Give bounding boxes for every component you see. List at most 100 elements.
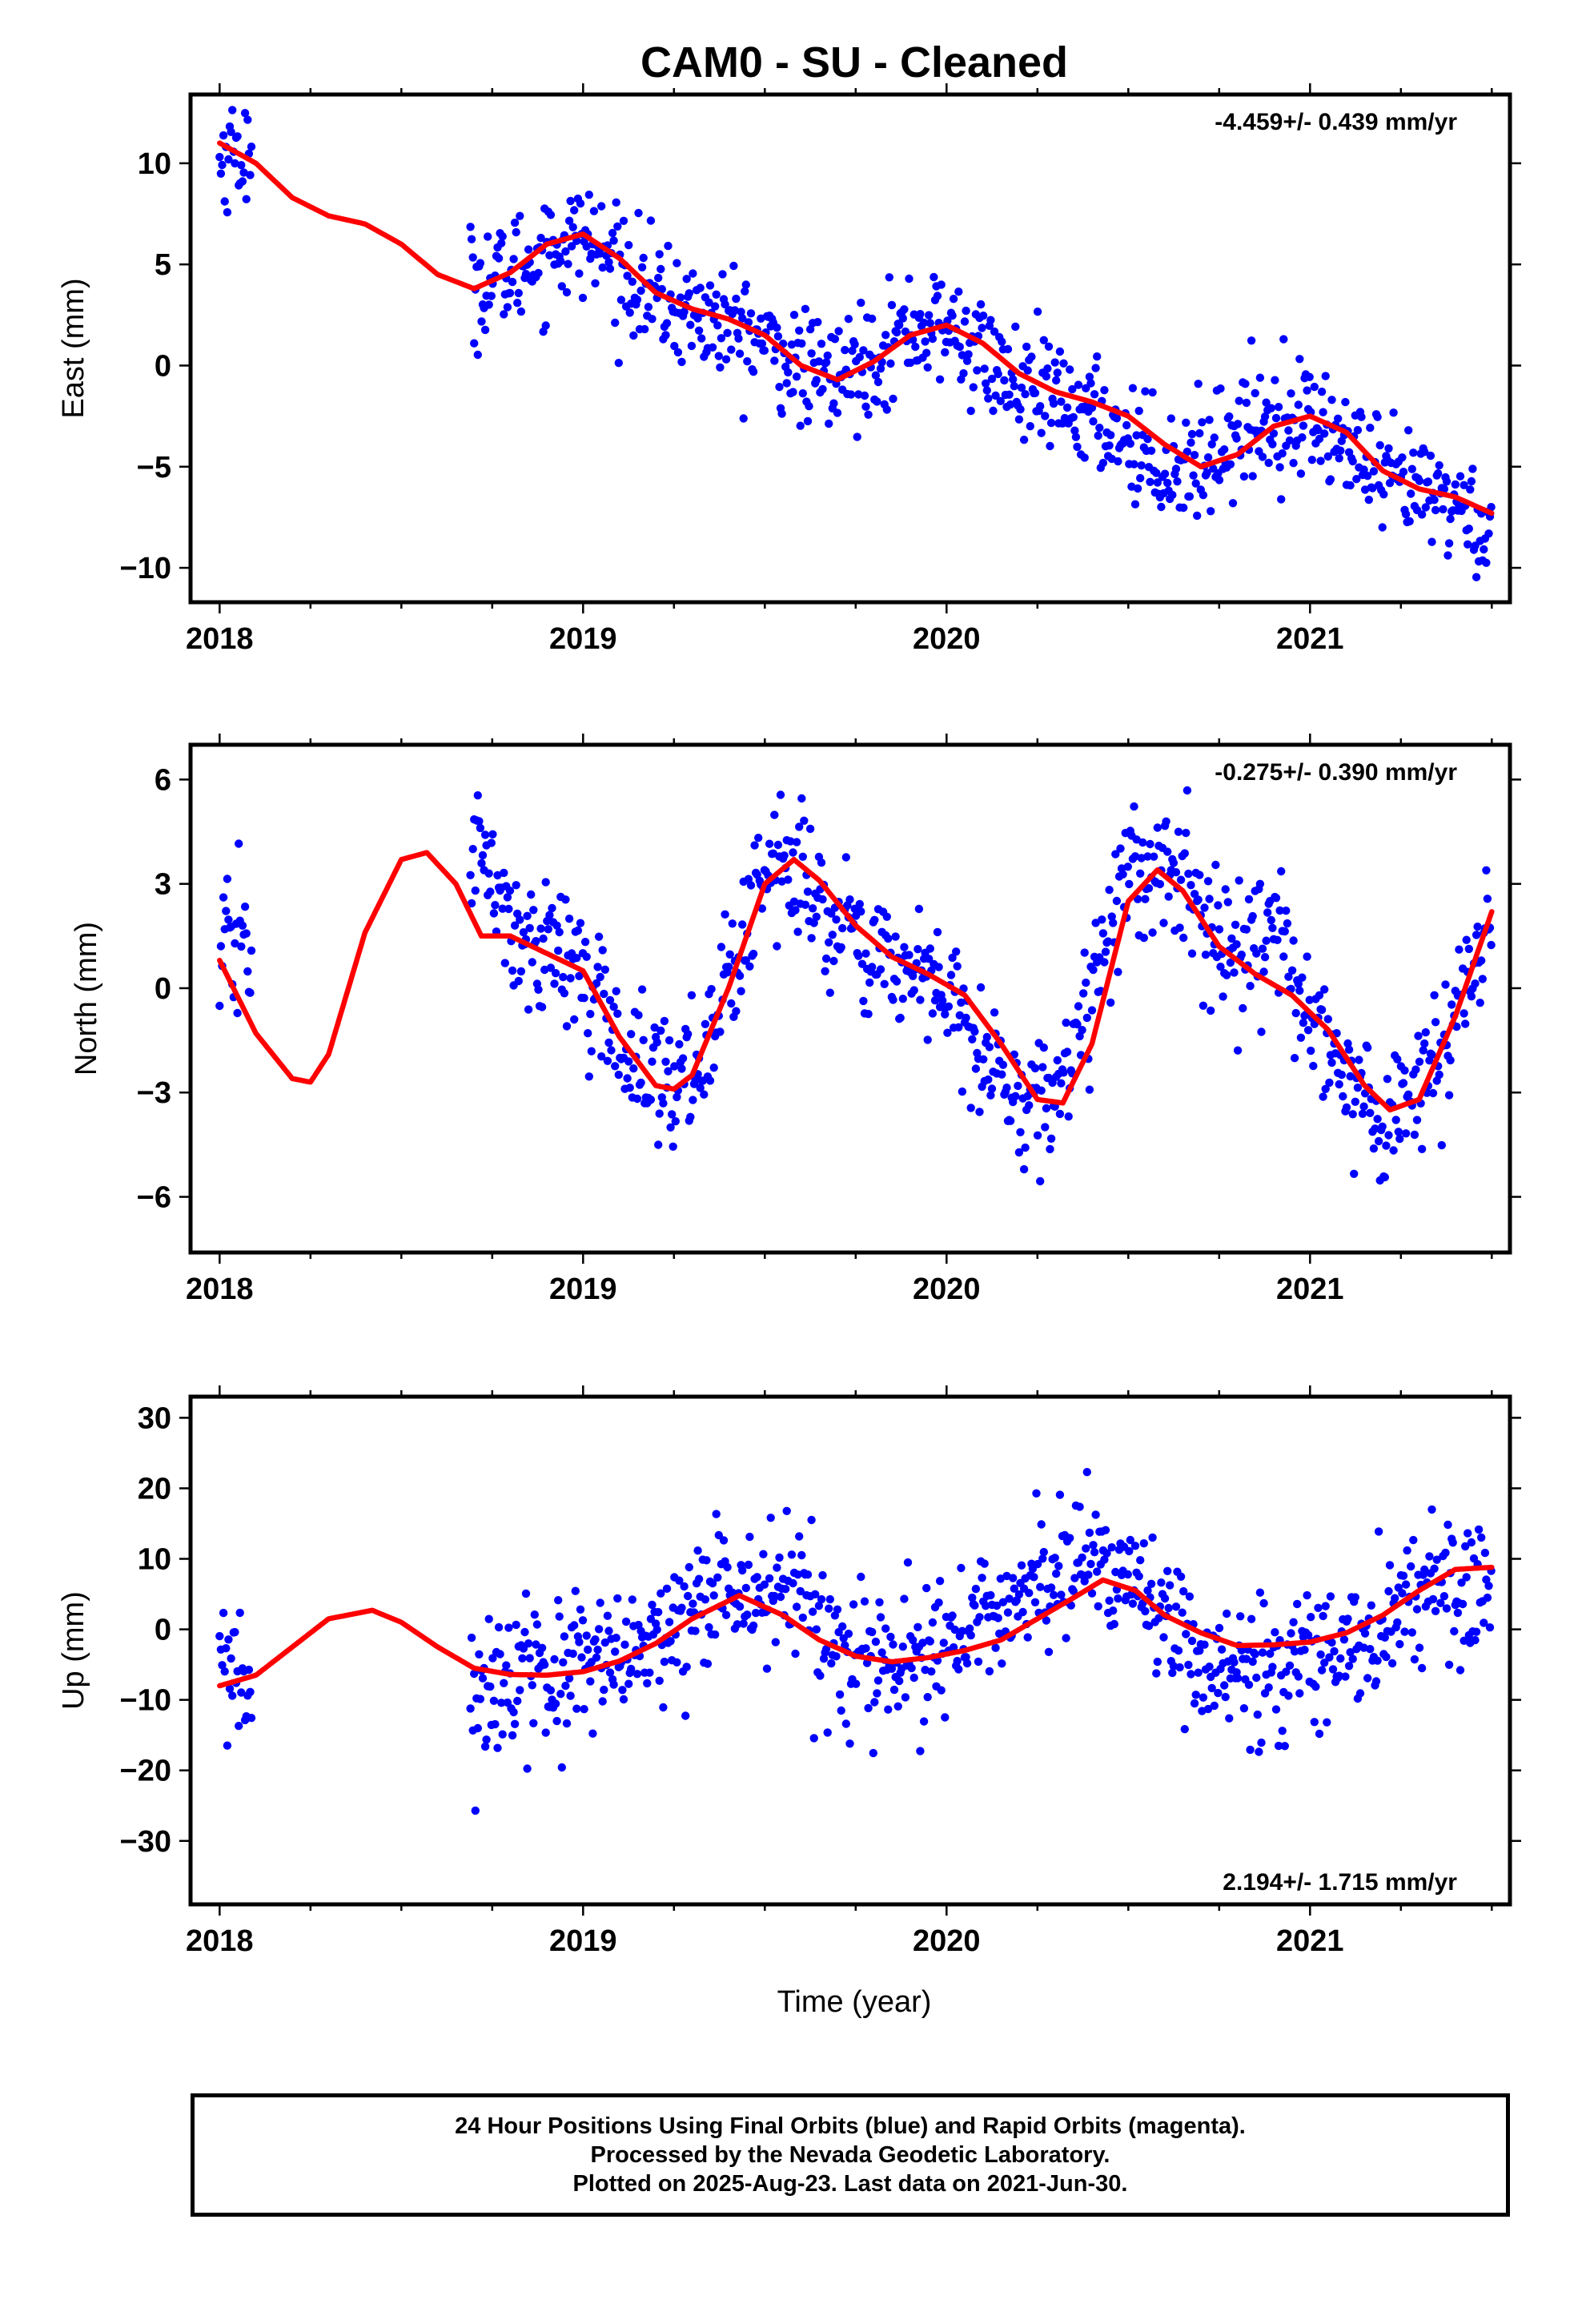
data-point: [586, 1677, 595, 1686]
data-point: [1248, 1657, 1257, 1667]
data-point: [1055, 347, 1065, 356]
data-point: [702, 1556, 711, 1565]
data-point: [1182, 786, 1192, 795]
data-point: [480, 1742, 490, 1751]
data-point: [476, 823, 485, 833]
data-point: [1026, 422, 1035, 431]
data-point: [713, 1573, 722, 1582]
y-tick-label: −10: [120, 552, 171, 585]
data-point: [508, 966, 517, 975]
data-point: [1373, 1656, 1382, 1665]
data-point: [573, 926, 583, 935]
data-point: [1042, 1104, 1051, 1113]
data-point: [1444, 1091, 1454, 1100]
data-point: [1205, 416, 1214, 424]
data-point: [618, 1686, 627, 1695]
data-point: [1185, 492, 1195, 501]
data-point: [604, 258, 613, 267]
data-point: [709, 1063, 718, 1072]
data-point: [660, 1016, 669, 1026]
y-tick-label: −30: [120, 1825, 171, 1859]
data-point: [528, 958, 536, 967]
data-point: [1427, 537, 1436, 546]
data-point: [1087, 1589, 1097, 1598]
data-point: [1150, 852, 1158, 861]
data-point: [1201, 951, 1211, 959]
data-point: [1093, 352, 1102, 361]
data-point: [502, 1661, 511, 1670]
data-point: [744, 875, 753, 883]
data-point: [1010, 382, 1019, 391]
data-point: [792, 1602, 801, 1611]
data-point: [948, 953, 957, 963]
data-point: [1305, 372, 1314, 381]
data-point: [484, 869, 493, 878]
data-point: [625, 1084, 634, 1092]
data-point: [1467, 1538, 1476, 1547]
data-point: [1207, 1683, 1216, 1693]
data-point: [1042, 372, 1051, 381]
data-point: [1278, 1727, 1287, 1735]
data-point: [568, 1649, 577, 1659]
data-point: [1123, 862, 1133, 871]
data-point: [467, 899, 476, 908]
data-point: [524, 245, 533, 254]
data-point: [873, 1676, 883, 1685]
data-point: [998, 1659, 1006, 1668]
data-point: [215, 152, 224, 162]
data-point: [1223, 898, 1233, 907]
data-point: [1155, 879, 1165, 889]
data-point: [621, 1617, 631, 1626]
data-point: [954, 1665, 963, 1674]
data-point: [1378, 523, 1387, 532]
data-point: [470, 339, 479, 348]
data-point: [1125, 879, 1134, 889]
data-point: [1456, 1666, 1465, 1675]
data-point: [801, 304, 810, 313]
data-point: [1472, 931, 1481, 939]
data-point: [1112, 896, 1122, 906]
data-point: [1085, 1085, 1094, 1094]
data-point: [552, 921, 561, 931]
data-point: [1214, 901, 1223, 910]
data-point: [1182, 1630, 1191, 1638]
data-point: [887, 1664, 897, 1673]
data-point: [1205, 1663, 1214, 1671]
data-point: [527, 890, 536, 899]
y-tick-label: −6: [137, 1181, 171, 1215]
data-point: [821, 1645, 831, 1654]
plot-frame: [188, 92, 1512, 605]
data-point: [687, 341, 697, 351]
data-point: [1446, 514, 1455, 524]
data-point: [1460, 480, 1468, 489]
data-point: [898, 995, 908, 1003]
data-point: [1114, 967, 1122, 976]
x-tick-label: 2018: [186, 622, 254, 656]
data-point: [1393, 1055, 1402, 1063]
data-point: [885, 273, 894, 282]
data-point: [1278, 449, 1287, 458]
data-point: [1482, 558, 1491, 567]
data-point: [1327, 396, 1336, 404]
data-point: [1054, 1562, 1063, 1570]
data-point: [1039, 336, 1049, 344]
data-point: [1320, 429, 1329, 438]
data-point: [707, 984, 716, 994]
data-point: [673, 259, 681, 267]
data-point: [530, 1610, 539, 1619]
data-point: [1298, 433, 1307, 442]
data-point: [1366, 424, 1375, 432]
data-point: [466, 870, 475, 880]
data-point: [503, 303, 512, 312]
data-point: [1464, 525, 1474, 533]
data-point: [609, 1680, 618, 1689]
data-point: [1203, 1704, 1213, 1714]
data-point: [1075, 1502, 1084, 1511]
data-point: [571, 1586, 580, 1595]
data-point: [711, 302, 720, 311]
data-point: [792, 838, 801, 846]
data-point: [572, 954, 581, 963]
data-point: [1404, 426, 1413, 435]
data-point: [1487, 940, 1496, 950]
data-point: [1357, 412, 1366, 421]
